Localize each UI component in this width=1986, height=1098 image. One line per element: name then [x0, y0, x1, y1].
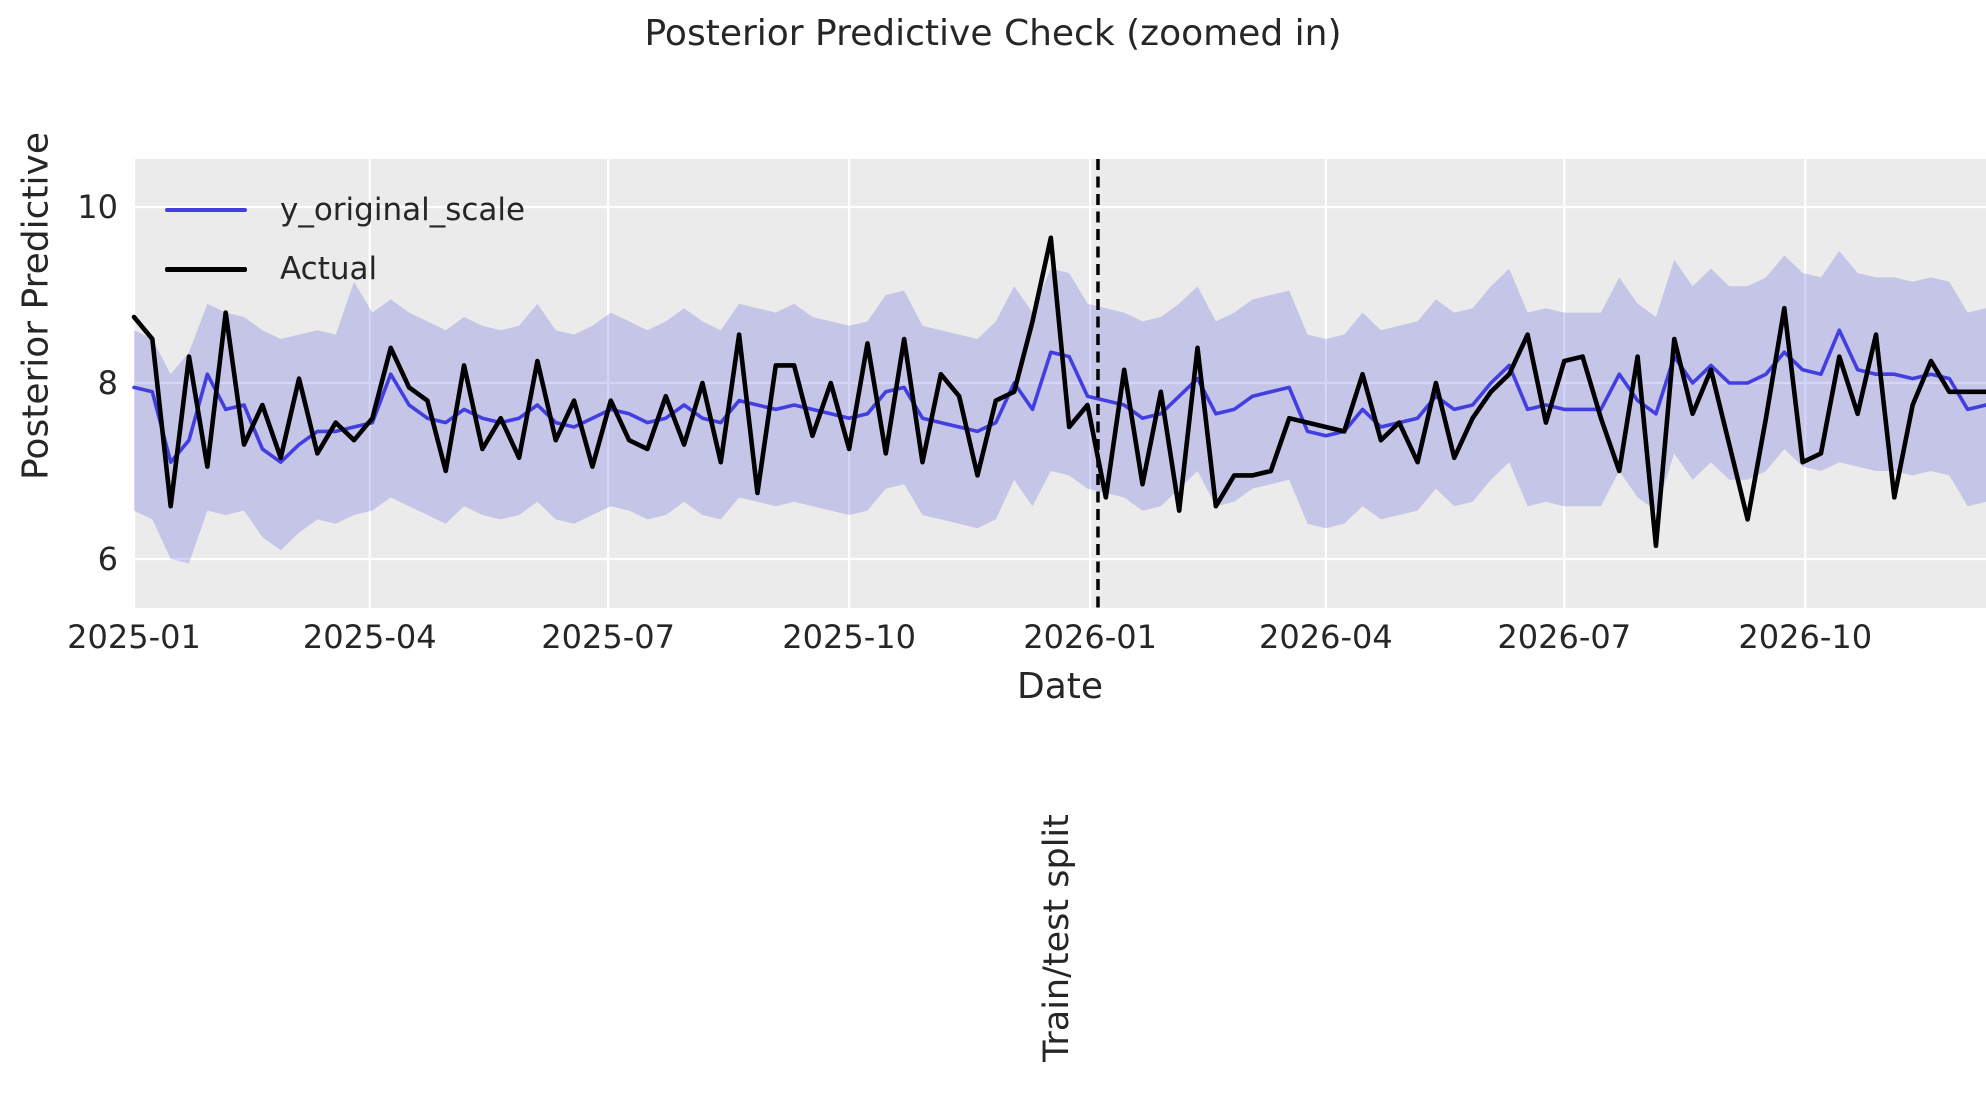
x-tick-label: 2026-10 — [1738, 618, 1873, 656]
actual-line-swatch — [165, 266, 247, 272]
legend: y_original_scale Actual — [165, 188, 525, 291]
x-tick-label: 2026-07 — [1497, 618, 1632, 656]
y-tick-label: 6 — [97, 540, 118, 578]
chart-title: Posterior Predictive Check (zoomed in) — [644, 13, 1342, 54]
y-axis-label: Posterior Predictive — [15, 132, 57, 480]
x-tick-label: 2026-04 — [1259, 618, 1393, 656]
x-tick-label: 2025-07 — [541, 618, 675, 656]
legend-label-predicted: y_original_scale — [280, 192, 526, 228]
x-axis-label: Date — [1016, 666, 1104, 707]
legend-label-actual: Actual — [280, 251, 378, 287]
predictive-interval-band — [134, 251, 1986, 564]
legend-item-predicted: y_original_scale — [165, 188, 525, 232]
y-tick-label: 10 — [77, 188, 118, 226]
actual-line — [131, 235, 1986, 549]
x-tick-label: 2026-01 — [1023, 618, 1157, 656]
x-tick-label: 2025-04 — [302, 618, 437, 656]
x-tick-label: 2025-01 — [67, 618, 201, 656]
train-test-split-annotation: Train/test split — [1037, 814, 1077, 1062]
y-tick-label: 8 — [97, 364, 118, 402]
x-tick-label: 2025-10 — [782, 618, 916, 656]
legend-item-actual: Actual — [165, 247, 525, 291]
predicted-line-swatch — [165, 207, 247, 213]
